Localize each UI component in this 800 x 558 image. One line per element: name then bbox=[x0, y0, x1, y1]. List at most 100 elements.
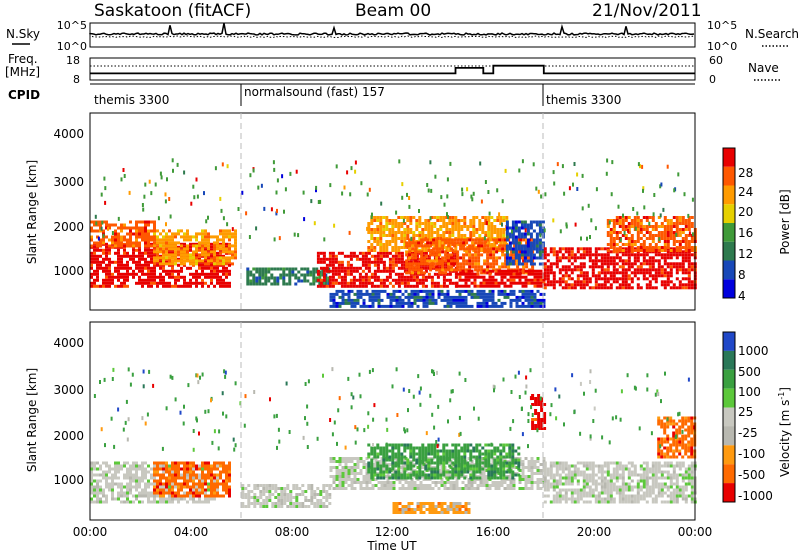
heatmap-cell bbox=[141, 501, 144, 504]
heatmap-cell bbox=[450, 305, 453, 308]
heatmap-cell bbox=[174, 495, 177, 498]
heatmap-cell bbox=[111, 495, 114, 498]
heatmap-cell bbox=[117, 270, 120, 273]
heatmap-cell bbox=[123, 465, 126, 468]
heatmap-cell bbox=[126, 273, 129, 276]
heatmap-cell bbox=[222, 279, 225, 282]
heatmap-cell bbox=[486, 253, 489, 256]
heatmap-cell bbox=[607, 271, 610, 274]
heatmap-cell bbox=[447, 259, 450, 262]
heatmap-cell bbox=[171, 238, 174, 241]
heatmap-cell bbox=[417, 241, 420, 244]
heatmap-cell bbox=[93, 465, 96, 468]
heatmap-cell bbox=[153, 483, 156, 486]
heatmap-cell bbox=[489, 290, 492, 293]
heatmap-cell bbox=[347, 255, 350, 258]
heatmap-cell bbox=[371, 261, 374, 264]
heatmap-cell bbox=[411, 302, 414, 305]
heatmap-cell bbox=[495, 241, 498, 244]
heatmap-cell bbox=[501, 265, 504, 268]
heatmap-cell bbox=[459, 305, 462, 308]
heatmap-cell bbox=[351, 166, 353, 170]
heatmap-cell bbox=[515, 221, 518, 224]
heatmap-cell bbox=[610, 228, 613, 231]
heatmap-cell bbox=[691, 268, 694, 271]
heatmap-cell bbox=[195, 501, 198, 504]
heatmap-cell bbox=[685, 256, 688, 259]
heatmap-cell bbox=[93, 486, 96, 489]
heatmap-cell bbox=[138, 468, 141, 471]
heatmap-cell bbox=[228, 477, 231, 480]
heatmap-cell bbox=[198, 495, 201, 498]
heatmap-cell bbox=[177, 486, 180, 489]
heatmap-cell bbox=[492, 282, 495, 285]
heatmap-cell bbox=[521, 221, 524, 224]
heatmap-cell bbox=[370, 231, 373, 234]
heatmap-cell bbox=[207, 483, 210, 486]
heatmap-cell bbox=[277, 496, 280, 499]
heatmap-cell bbox=[399, 487, 402, 490]
heatmap-cell bbox=[568, 283, 571, 286]
heatmap-cell bbox=[207, 471, 210, 474]
heatmap-cell bbox=[574, 286, 577, 289]
heatmap-cell bbox=[379, 225, 382, 228]
heatmap-cell bbox=[418, 222, 421, 225]
heatmap-cell bbox=[162, 256, 165, 259]
heatmap-cell bbox=[360, 457, 363, 460]
heatmap-cell bbox=[662, 208, 664, 212]
heatmap-cell bbox=[306, 271, 309, 274]
heatmap-cell bbox=[559, 259, 562, 262]
heatmap-cell bbox=[111, 236, 114, 239]
heatmap-cell bbox=[404, 282, 407, 285]
heatmap-cell bbox=[273, 168, 275, 172]
heatmap-cell bbox=[365, 276, 368, 279]
heatmap-cell bbox=[457, 222, 460, 225]
heatmap-cell bbox=[244, 505, 247, 508]
heatmap-cell bbox=[649, 280, 652, 283]
heatmap-cell bbox=[366, 478, 369, 481]
heatmap-cell bbox=[383, 252, 386, 255]
heatmap-cell bbox=[513, 282, 516, 285]
heatmap-cell bbox=[102, 249, 105, 252]
heatmap-cell bbox=[371, 215, 373, 219]
heatmap-cell bbox=[286, 487, 289, 490]
heatmap-cell bbox=[495, 256, 498, 259]
heatmap-cell bbox=[93, 279, 96, 282]
heatmap-cell bbox=[438, 262, 441, 265]
heatmap-cell bbox=[418, 219, 421, 222]
heatmap-cell bbox=[580, 247, 583, 250]
heatmap-cell bbox=[522, 270, 525, 273]
heatmap-cell bbox=[126, 233, 129, 236]
heatmap-cell bbox=[637, 283, 640, 286]
heatmap-cell bbox=[126, 276, 129, 279]
heatmap-cell bbox=[222, 229, 225, 232]
heatmap-cell bbox=[141, 230, 144, 233]
heatmap-cell bbox=[336, 460, 339, 463]
heatmap-cell bbox=[249, 235, 251, 239]
heatmap-cell bbox=[436, 216, 439, 219]
heatmap-cell bbox=[264, 271, 267, 274]
heatmap-cell bbox=[646, 216, 649, 219]
heatmap-cell bbox=[515, 239, 518, 242]
heatmap-cell bbox=[374, 270, 377, 273]
heatmap-cell bbox=[661, 283, 664, 286]
heatmap-cell bbox=[516, 299, 519, 302]
heatmap-cell bbox=[255, 283, 258, 286]
heatmap-cell bbox=[268, 487, 271, 490]
heatmap-cell bbox=[399, 296, 402, 299]
heatmap-cell bbox=[216, 270, 219, 273]
heatmap-cell bbox=[625, 253, 628, 256]
heatmap-cell bbox=[105, 252, 108, 255]
heatmap-cell bbox=[192, 256, 195, 259]
heatmap-cell bbox=[390, 302, 393, 305]
heatmap-cell bbox=[486, 247, 489, 250]
heatmap-cell bbox=[667, 250, 670, 253]
heatmap-cell bbox=[411, 247, 414, 250]
heatmap-cell bbox=[518, 245, 521, 248]
heatmap-cell bbox=[114, 474, 117, 477]
heatmap-cell bbox=[216, 282, 219, 285]
heatmap-cell bbox=[144, 483, 147, 486]
heatmap-cell bbox=[421, 228, 424, 231]
heatmap-cell bbox=[611, 192, 613, 196]
heatmap-cell bbox=[682, 283, 685, 286]
